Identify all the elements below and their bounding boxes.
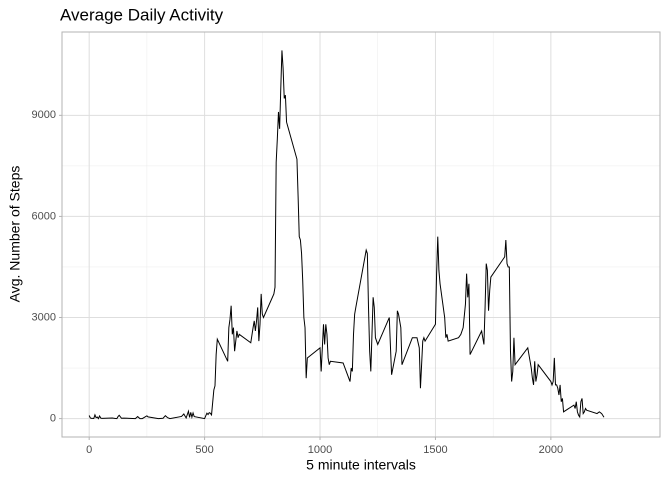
- y-tick-label: 6000: [32, 210, 56, 222]
- y-tick-label: 0: [50, 412, 56, 424]
- line: [88, 50, 605, 420]
- x-tick-label: 0: [86, 444, 92, 456]
- x-axis-title: 5 minute intervals: [306, 457, 416, 473]
- x-tick-label: 2000: [539, 444, 563, 456]
- y-tick-label: 3000: [32, 311, 56, 323]
- y-axis-title: Avg. Number of Steps: [7, 166, 23, 303]
- x-tick-label: 1000: [308, 444, 332, 456]
- x-tick-label: 500: [195, 444, 213, 456]
- y-tick-label: 9000: [32, 109, 56, 121]
- chart-title: Average Daily Activity: [60, 5, 224, 24]
- x-tick-label: 1500: [423, 444, 447, 456]
- panel-border: [61, 31, 661, 438]
